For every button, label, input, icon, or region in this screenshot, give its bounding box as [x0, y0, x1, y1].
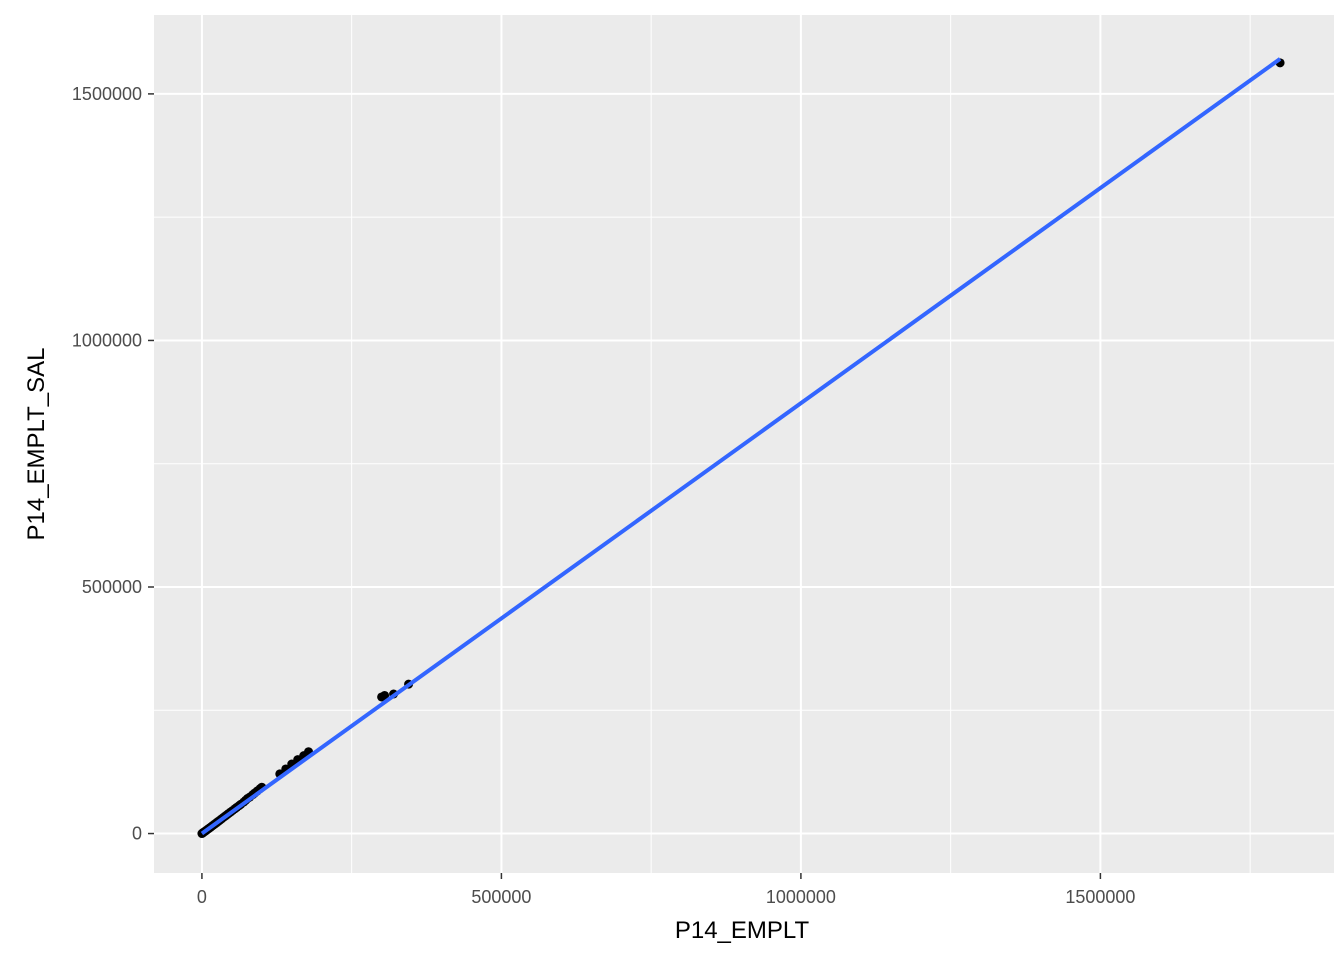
- y-axis-ticks: 0 500000 1000000 1500000: [72, 84, 154, 844]
- y-tick-label: 500000: [82, 577, 142, 597]
- regression-line-group: [200, 57, 1282, 836]
- data-point: [380, 690, 390, 700]
- y-tick-label: 1000000: [72, 330, 142, 350]
- regression-line: [200, 57, 1282, 836]
- x-tick-label: 1000000: [766, 887, 836, 907]
- y-axis-title: P14_EMPLT_SAL: [23, 348, 50, 541]
- x-tick-label: 500000: [471, 887, 531, 907]
- x-tick-label: 0: [197, 887, 207, 907]
- x-axis-ticks: 0 500000 1000000 1500000: [197, 873, 1135, 907]
- x-tick-label: 1500000: [1065, 887, 1135, 907]
- minor-gridlines: [154, 15, 1334, 873]
- y-tick-label: 1500000: [72, 84, 142, 104]
- major-gridlines: [154, 15, 1334, 873]
- x-axis-title: P14_EMPLT: [675, 917, 810, 944]
- y-tick-label: 0: [132, 824, 142, 844]
